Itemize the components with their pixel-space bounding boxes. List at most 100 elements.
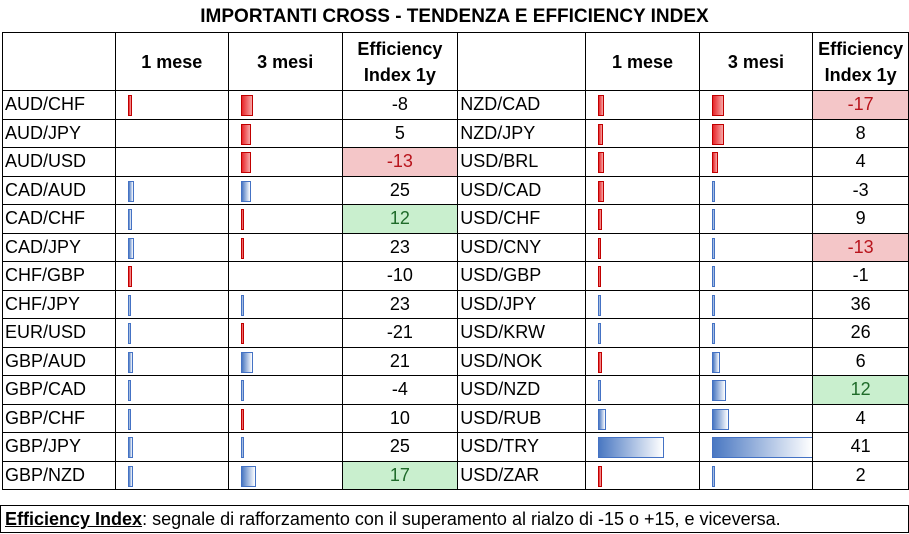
efficiency-value: 5 [341, 118, 459, 148]
pair-name: USD/RUB [457, 403, 587, 433]
efficiency-value: -13 [341, 147, 459, 177]
pair-name: CAD/AUD [2, 175, 116, 205]
trend-m3-cell [227, 90, 343, 120]
efficiency-value: 4 [812, 403, 909, 433]
efficiency-value: -17 [812, 90, 909, 120]
footer-text: : segnale di rafforzamento con il supera… [142, 509, 781, 529]
header-eff-line1: Efficiency [818, 38, 904, 59]
trend-m3-cell [698, 175, 814, 205]
efficiency-value: 2 [812, 460, 909, 490]
footer-note: Efficiency Index: segnale di rafforzamen… [0, 505, 909, 533]
trend-m3-cell [698, 118, 814, 148]
pair-name: GBP/NZD [2, 460, 116, 490]
pair-name: CAD/CHF [2, 204, 116, 234]
trend-m1-cell [114, 175, 229, 205]
trend-m3-bar [240, 95, 253, 116]
trend-m3-cell [227, 118, 343, 148]
trend-m1-cell [585, 432, 700, 462]
trend-m3-cell [227, 346, 343, 376]
trend-m1-cell [114, 318, 229, 348]
efficiency-value: 41 [812, 432, 909, 462]
trend-m1-cell [585, 204, 700, 234]
trend-m3-cell [698, 90, 814, 120]
pair-name: USD/NZD [457, 375, 587, 405]
trend-m3-cell [698, 460, 814, 490]
pair-name: GBP/AUD [2, 346, 116, 376]
trend-m1-cell [114, 147, 229, 177]
pair-name: USD/GBP [457, 261, 587, 291]
trend-m1-bar [598, 294, 602, 316]
trend-m1-bar [598, 95, 605, 116]
pair-name: AUD/JPY [2, 118, 116, 148]
sheet-title: IMPORTANTI CROSS - TENDENZA E EFFICIENCY… [200, 6, 709, 27]
efficiency-value: 25 [341, 432, 459, 462]
trend-m1-bar [127, 95, 132, 116]
table-row: CAD/JPY 23 USD/CNY -13 [2, 232, 909, 262]
trend-m1-cell [585, 318, 700, 348]
table-header-row: 1 mese 3 mesi Efficiency Index 1y 1 mese … [2, 32, 909, 91]
pair-name: GBP/JPY [2, 432, 116, 462]
pair-name: USD/TRY [457, 432, 587, 462]
efficiency-value: 12 [812, 375, 909, 405]
trend-m1-cell [114, 375, 229, 405]
pair-name: USD/KRW [457, 318, 587, 348]
trend-m3-bar [240, 408, 244, 430]
trend-m1-cell [585, 175, 700, 205]
trend-m1-cell [585, 261, 700, 291]
table-row: AUD/CHF -8 NZD/CAD -17 [2, 90, 909, 120]
header-eff-right: Efficiency Index 1y [812, 32, 909, 91]
trend-m3-bar [240, 465, 256, 487]
header-3m-right: 3 mesi [698, 32, 814, 91]
efficiency-value: 23 [341, 232, 459, 262]
trend-m3-bar [711, 95, 724, 116]
footer-label: Efficiency Index [5, 509, 143, 529]
pair-name: CHF/GBP [2, 261, 116, 291]
trend-m1-cell [114, 432, 229, 462]
trend-m1-cell [114, 403, 229, 433]
trend-m3-cell [227, 460, 343, 490]
trend-m1-bar [598, 323, 602, 344]
trend-m1-bar [598, 408, 607, 430]
efficiency-value: 6 [812, 346, 909, 376]
trend-m3-cell [698, 403, 814, 433]
pair-name: USD/CHF [457, 204, 587, 234]
trend-m3-cell [698, 232, 814, 262]
trend-m1-cell [585, 232, 700, 262]
header-eff-left: Efficiency Index 1y [341, 32, 459, 91]
trend-m3-cell [227, 204, 343, 234]
trend-m3-cell [227, 147, 343, 177]
efficiency-value: 17 [341, 460, 459, 490]
table-row: GBP/CHF 10 USD/RUB 4 [2, 403, 909, 433]
header-pair-right [457, 32, 587, 91]
efficiency-value: -3 [812, 175, 909, 205]
efficiency-value: 23 [341, 289, 459, 319]
trend-m3-cell [227, 232, 343, 262]
trend-m1-bar [127, 465, 133, 487]
efficiency-value: 26 [812, 318, 909, 348]
trend-m1-cell [585, 118, 700, 148]
trend-m1-bar [127, 351, 133, 373]
trend-m1-cell [114, 118, 229, 148]
efficiency-value: -13 [812, 232, 909, 262]
trend-m1-cell [585, 403, 700, 433]
trend-m3-cell [227, 175, 343, 205]
trend-m1-bar [127, 437, 133, 458]
pair-name: USD/JPY [457, 289, 587, 319]
efficiency-value: 9 [812, 204, 909, 234]
table-row: CHF/GBP -10 USD/GBP -1 [2, 261, 909, 291]
trend-m3-cell [698, 346, 814, 376]
trend-m3-bar [711, 152, 718, 173]
trend-m1-bar [598, 180, 605, 202]
trend-m1-cell [114, 90, 229, 120]
header-3m-left: 3 mesi [227, 32, 343, 91]
trend-m1-bar [598, 380, 602, 401]
trend-m1-bar [598, 266, 602, 287]
efficiency-value: 4 [812, 147, 909, 177]
table-row: EUR/USD -21 USD/KRW 26 [2, 318, 909, 348]
trend-m3-bar [711, 237, 715, 259]
trend-m3-bar [711, 180, 715, 202]
trend-m3-bar [240, 323, 244, 344]
table-row: CAD/AUD 25 USD/CAD -3 [2, 175, 909, 205]
table-row: CHF/JPY 23 USD/JPY 36 [2, 289, 909, 319]
